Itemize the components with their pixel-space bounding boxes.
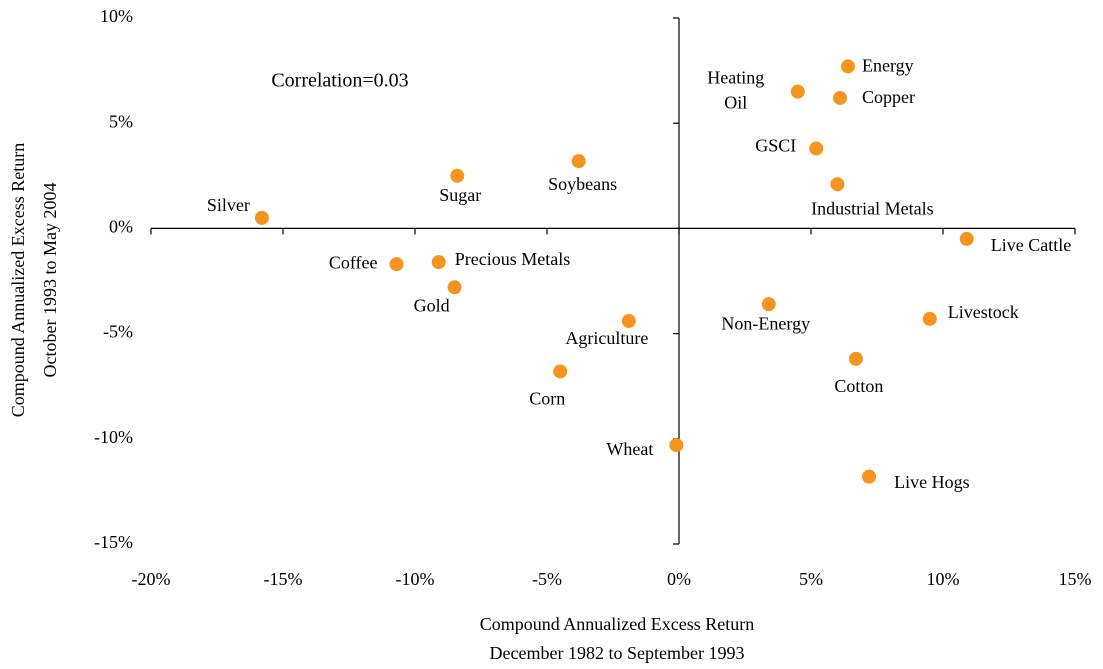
point-label: Soybeans (548, 174, 617, 194)
y-tick-label: 0% (109, 217, 133, 237)
point (830, 177, 845, 192)
point (571, 154, 586, 169)
point (761, 297, 776, 312)
point-label: Silver (207, 195, 250, 215)
point-label: Cotton (834, 376, 883, 396)
point-label: Heating Oil (707, 68, 764, 113)
point-label: Live Cattle (991, 235, 1071, 255)
point (621, 313, 636, 328)
point-label: Livestock (948, 302, 1019, 322)
point-label: Coffee (329, 252, 378, 272)
y-tick-label: -10% (94, 427, 133, 447)
point (669, 438, 684, 453)
y-axis-title: Compound Annualized Excess Return (8, 143, 28, 417)
x-tick-label: 5% (799, 569, 823, 589)
x-axis-title: December 1982 to September 1993 (490, 643, 745, 663)
x-tick-label: 10% (927, 569, 960, 589)
point-label: Live Hogs (894, 472, 970, 492)
point (553, 364, 568, 379)
x-axis-title: Compound Annualized Excess Return (480, 614, 754, 634)
x-tick-label: -10% (396, 569, 435, 589)
point-label: Precious Metals (455, 249, 570, 269)
point (833, 90, 848, 105)
x-tick-label: -20% (132, 569, 171, 589)
point-label: Non-Energy (721, 313, 810, 333)
point-label: Corn (529, 389, 565, 409)
point (254, 210, 269, 225)
y-tick-label: 10% (100, 6, 133, 26)
point (959, 231, 974, 246)
point (450, 168, 465, 183)
x-tick-label: 0% (667, 569, 691, 589)
point-label: Agriculture (565, 328, 648, 348)
point (840, 59, 855, 74)
x-tick-label: 15% (1059, 569, 1092, 589)
point-label: Industrial Metals (811, 198, 933, 218)
point-label: Copper (862, 87, 915, 107)
point-label: Sugar (439, 185, 481, 205)
point-label: Wheat (606, 439, 653, 459)
point (447, 280, 462, 295)
point (922, 311, 937, 326)
point (389, 257, 404, 272)
y-tick-label: -15% (94, 532, 133, 552)
annotation: Correlation=0.03 (271, 70, 408, 92)
x-tick-label: -5% (532, 569, 562, 589)
point (809, 141, 824, 156)
point (790, 84, 805, 99)
point (848, 351, 863, 366)
y-axis-title: October 1993 to May 2004 (40, 183, 60, 378)
point (431, 255, 446, 270)
point-label: GSCI (755, 136, 796, 156)
x-tick-label: -15% (264, 569, 303, 589)
point (862, 469, 877, 484)
y-tick-label: -5% (103, 322, 133, 342)
y-tick-label: 5% (109, 111, 133, 131)
point-label: Gold (414, 295, 450, 315)
point-label: Energy (862, 56, 914, 76)
